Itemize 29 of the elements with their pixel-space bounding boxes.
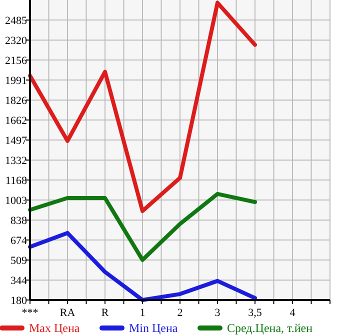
x-tick-label: 3,5 [248,307,262,319]
x-tick-label: *** [22,307,38,319]
y-tick-label: 1826 [5,94,28,107]
line-series [28,230,257,302]
x-tick-label: 3 [214,307,221,319]
y-tick-label: 1003 [5,194,28,207]
legend-label: Сред.Цена, т.йен [227,321,314,335]
y-tick-label: 2485 [5,14,28,27]
y-tick-label: 344 [10,274,28,287]
x-tick-label: R [101,307,110,319]
x-tick-label: RA [60,307,76,319]
y-tick-label: 1168 [5,174,28,187]
legend-label: Max Цена [29,321,80,335]
x-tick-label: 1 [140,307,146,319]
y-tick-label: 1662 [5,114,27,127]
x-tick-label: 2 [177,307,183,319]
line-series [28,0,257,213]
y-tick-label: 674 [10,234,28,247]
y-tick-label: 509 [10,254,28,267]
y-tick-label: 1497 [5,134,28,147]
y-tick-label: 2156 [5,54,28,67]
x-tick-label: 4 [290,307,296,319]
y-tick-label: 1332 [5,154,27,167]
y-tick-label: 2320 [5,34,28,47]
y-tick-label: 180 [10,294,28,307]
y-tick-label: 838 [10,214,28,227]
line-series [28,192,257,262]
y-tick-label: 1991 [5,74,27,87]
legend-label: Min Цена [129,321,178,335]
